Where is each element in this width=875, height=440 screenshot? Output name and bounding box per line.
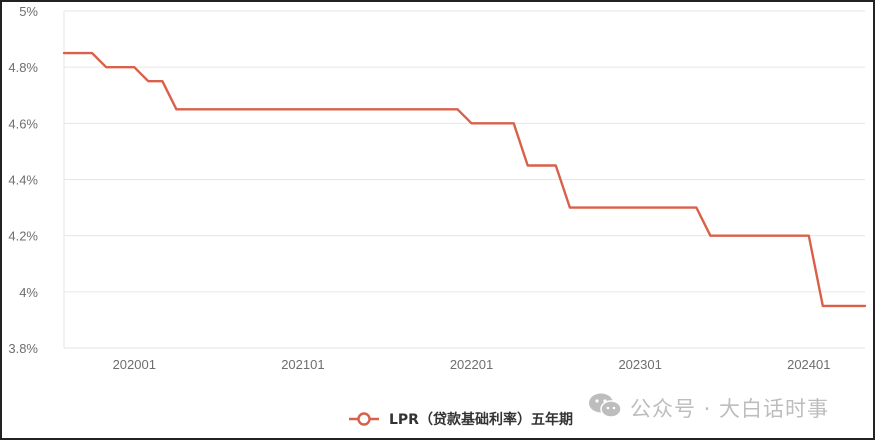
legend-circle-marker xyxy=(357,412,371,426)
x-tick-label: 202401 xyxy=(787,357,830,372)
x-tick-label: 202101 xyxy=(281,357,324,372)
y-tick-label: 5% xyxy=(19,4,38,19)
legend-label: LPR（贷款基础利率）五年期 xyxy=(389,411,573,428)
y-tick-label: 4% xyxy=(19,285,38,300)
y-tick-label: 4.8% xyxy=(8,60,38,75)
x-tick-label: 202001 xyxy=(113,357,156,372)
series-line xyxy=(62,51,867,308)
y-tick-label: 3.8% xyxy=(8,341,38,356)
wechat-icon xyxy=(588,392,622,424)
watermark: 公众号 · 大白话时事 xyxy=(588,392,829,424)
y-tick-label: 4.4% xyxy=(8,173,38,188)
x-tick-label: 202301 xyxy=(618,357,661,372)
watermark-text: 公众号 · 大白话时事 xyxy=(630,397,830,421)
x-tick-label: 202201 xyxy=(450,357,493,372)
y-tick-label: 4.2% xyxy=(8,229,38,244)
y-tick-label: 4.6% xyxy=(8,116,38,131)
